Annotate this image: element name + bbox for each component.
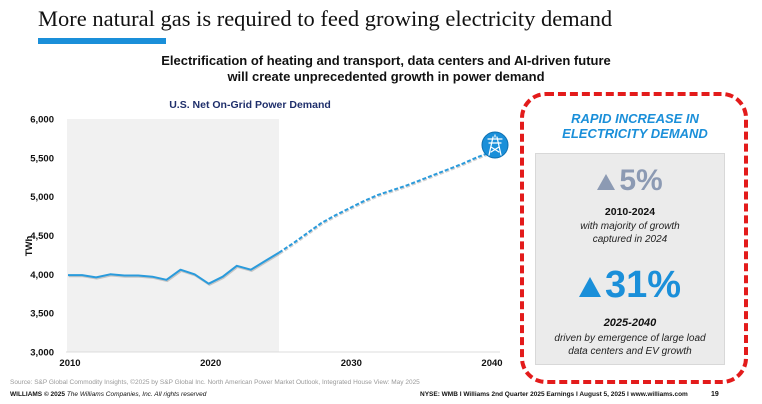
stats-panel: 5% 2010-2024 with majority of growth cap… <box>535 153 725 365</box>
copyright-year: © 2025 <box>43 391 66 398</box>
series-line-shadow <box>279 152 492 255</box>
stat-historical-desc-line-1: with majority of growth <box>580 221 680 232</box>
stat-forecast-growth: 31% <box>536 264 724 307</box>
footer-info: NYSE: WMB I Williams 2nd Quarter 2025 Ea… <box>420 391 688 398</box>
y-tick-label: 3,500 <box>30 309 54 320</box>
y-tick-label: 3,000 <box>30 348 54 359</box>
stat-historical-range: 2010-2024 <box>604 206 656 218</box>
copyright: WILLIAMS © 2025 The Williams Companies, … <box>10 391 206 398</box>
y-tick-label: 6,000 <box>30 115 54 126</box>
subtitle-line-2: will create unprecedented growth in powe… <box>227 69 545 84</box>
title-underline-bar <box>38 38 166 44</box>
slide-subtitle: Electrification of heating and transport… <box>0 53 762 85</box>
y-tick-label: 5,500 <box>30 153 54 164</box>
series-line-historical <box>68 251 280 285</box>
series-line-forecast <box>278 151 491 254</box>
callout-dashed-border <box>520 92 748 384</box>
transmission-tower-icon <box>481 131 509 159</box>
stat-forecast-description: driven by emergence of large load data c… <box>536 332 724 358</box>
triangle-up-icon <box>578 276 601 297</box>
x-tick-label: 2040 <box>481 358 502 369</box>
company-rights: The Williams Companies, Inc. All rights … <box>66 391 207 398</box>
historical-shaded-region <box>67 119 279 352</box>
slide-title: More natural gas is required to feed gro… <box>38 6 613 31</box>
stat-historical-growth: 5% <box>536 164 724 198</box>
stat-historical-desc-line-2: captured in 2024 <box>592 234 668 245</box>
triangle-up-icon <box>597 174 616 191</box>
stat-historical-description: with majority of growth captured in 2024 <box>536 220 724 246</box>
stat-historical-value: 5% <box>619 164 663 197</box>
callout-title-line-1: RAPID INCREASE IN <box>571 111 699 126</box>
stat-forecast-desc-line-1: driven by emergence of large load <box>554 333 706 344</box>
brand-name: WILLIAMS <box>10 391 43 398</box>
y-tick-label: 4,000 <box>30 270 54 281</box>
callout-title: RAPID INCREASE IN ELECTRICITY DEMAND <box>520 111 750 141</box>
stat-forecast-desc-line-2: data centers and EV growth <box>568 346 692 357</box>
x-tick-label: 2020 <box>200 358 221 369</box>
y-axis-label: TWh <box>24 236 35 257</box>
stat-forecast-value: 31% <box>604 264 682 306</box>
y-tick-label: 5,000 <box>30 192 54 203</box>
subtitle-line-1: Electrification of heating and transport… <box>161 53 611 68</box>
y-tick-label: 4,500 <box>30 231 54 242</box>
page-number: 19 <box>711 391 719 398</box>
source-note: Source: S&P Global Commodity Insights, ©… <box>10 379 420 386</box>
callout-title-line-2: ELECTRICITY DEMAND <box>562 126 708 141</box>
chart-title: U.S. Net On-Grid Power Demand <box>169 99 331 111</box>
x-tick-label: 2010 <box>59 358 80 369</box>
x-tick-label: 2030 <box>341 358 362 369</box>
stat-forecast-range: 2025-2040 <box>603 317 657 329</box>
